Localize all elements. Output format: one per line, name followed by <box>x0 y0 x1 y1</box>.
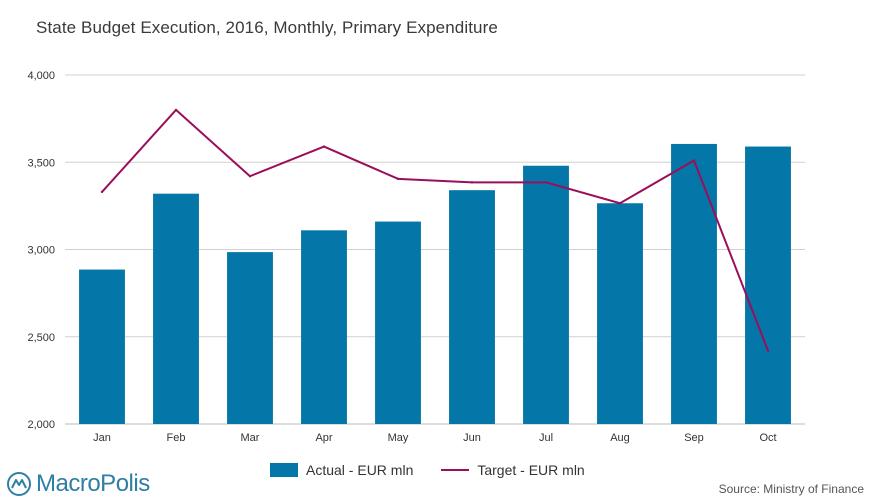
bar-aug[interactable] <box>597 203 643 424</box>
y-tick-label: 4,000 <box>27 70 55 82</box>
bar-jan[interactable] <box>79 269 125 424</box>
legend-item-target[interactable]: Target - EUR mln <box>441 462 585 478</box>
x-tick-label: Oct <box>759 432 776 444</box>
bar-layer <box>79 143 791 425</box>
chart-canvas: 2,000 2,500 3,000 3,500 4,000 Jan Feb Mar Apr May… <box>27 70 805 444</box>
legend-label-target: Target - EUR mln <box>477 462 585 478</box>
x-tick-label: Jan <box>93 432 111 444</box>
target-point-may[interactable] <box>396 177 400 181</box>
bar-sep[interactable] <box>671 143 717 425</box>
bar-jun[interactable] <box>449 190 495 424</box>
legend-swatch-line <box>441 469 470 471</box>
legend: Actual - EUR mln Target - EUR mln <box>270 462 613 478</box>
bar-mar[interactable] <box>227 252 273 424</box>
logo-mark-icon <box>7 472 31 496</box>
target-point-jun[interactable] <box>470 181 474 184</box>
target-point-feb[interactable] <box>174 108 178 112</box>
x-tick-label: Jul <box>539 432 553 444</box>
target-point-jan[interactable] <box>100 190 104 194</box>
bar-jul[interactable] <box>523 165 569 425</box>
target-point-apr[interactable] <box>322 145 326 148</box>
target-point-sep[interactable] <box>692 159 696 162</box>
line-layer <box>100 108 770 352</box>
x-tick-label: Mar <box>241 432 260 444</box>
x-tick-label: Aug <box>610 432 630 444</box>
x-tick-label: Apr <box>315 432 332 444</box>
label-layer: 2,000 2,500 3,000 3,500 4,000 Jan Feb Mar Apr May… <box>27 70 776 444</box>
y-tick-label: 2,500 <box>27 332 55 344</box>
x-tick-label: Feb <box>167 432 186 444</box>
legend-item-actual[interactable]: Actual - EUR mln <box>270 462 413 478</box>
y-tick-label: 2,000 <box>27 419 55 431</box>
bar-apr[interactable] <box>301 230 347 424</box>
bar-may[interactable] <box>375 221 421 424</box>
target-point-jul[interactable] <box>544 181 548 184</box>
bar-oct[interactable] <box>745 146 791 425</box>
legend-swatch-bar <box>270 463 298 477</box>
x-tick-label: Jun <box>463 432 481 444</box>
bar-feb[interactable] <box>153 193 199 424</box>
x-tick-label: May <box>388 432 409 444</box>
logo-text: MacroPolis <box>36 470 150 497</box>
y-tick-label: 3,000 <box>27 245 55 257</box>
target-point-mar[interactable] <box>248 175 252 178</box>
y-tick-label: 3,500 <box>27 157 55 169</box>
macropolis-logo: MacroPolis <box>6 470 150 498</box>
x-tick-label: Sep <box>684 432 704 444</box>
target-line[interactable] <box>101 108 769 352</box>
source-note: Source: Ministry of Finance <box>718 482 864 496</box>
legend-label-actual: Actual - EUR mln <box>306 462 414 478</box>
target-point-aug[interactable] <box>618 202 622 205</box>
chart-title: State Budget Execution, 2016, Monthly, P… <box>36 18 498 37</box>
target-point-oct[interactable] <box>766 349 770 352</box>
